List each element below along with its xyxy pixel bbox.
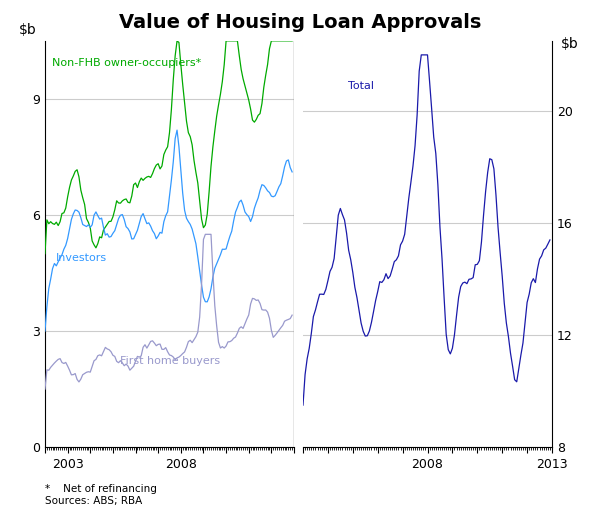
Text: Value of Housing Loan Approvals: Value of Housing Loan Approvals (119, 13, 481, 32)
Text: *    Net of refinancing
Sources: ABS; RBA: * Net of refinancing Sources: ABS; RBA (45, 484, 157, 506)
Text: Non-FHB owner-occupiers*: Non-FHB owner-occupiers* (52, 58, 201, 68)
Y-axis label: $b: $b (560, 37, 578, 51)
Text: Total: Total (348, 81, 374, 90)
Y-axis label: $b: $b (19, 23, 37, 37)
Text: Investors: Investors (56, 253, 107, 263)
Text: First home buyers: First home buyers (119, 356, 220, 366)
